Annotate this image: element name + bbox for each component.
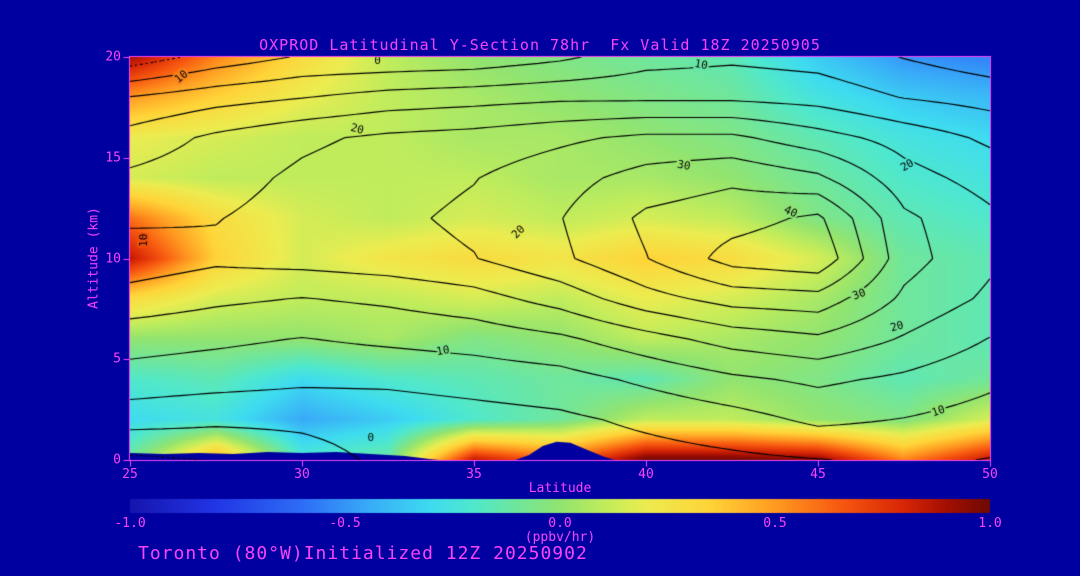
x-axis-title: Latitude: [528, 481, 592, 496]
init-info-text: Toronto (80°W)Initialized 12Z 20250902: [138, 543, 588, 564]
plot-title: OXPROD Latitudinal Y-Section 78hr Fx Val…: [259, 36, 821, 54]
colorbar-units-label: (ppbv/hr): [524, 530, 596, 545]
y-axis-title: Altitude (km): [86, 207, 102, 309]
